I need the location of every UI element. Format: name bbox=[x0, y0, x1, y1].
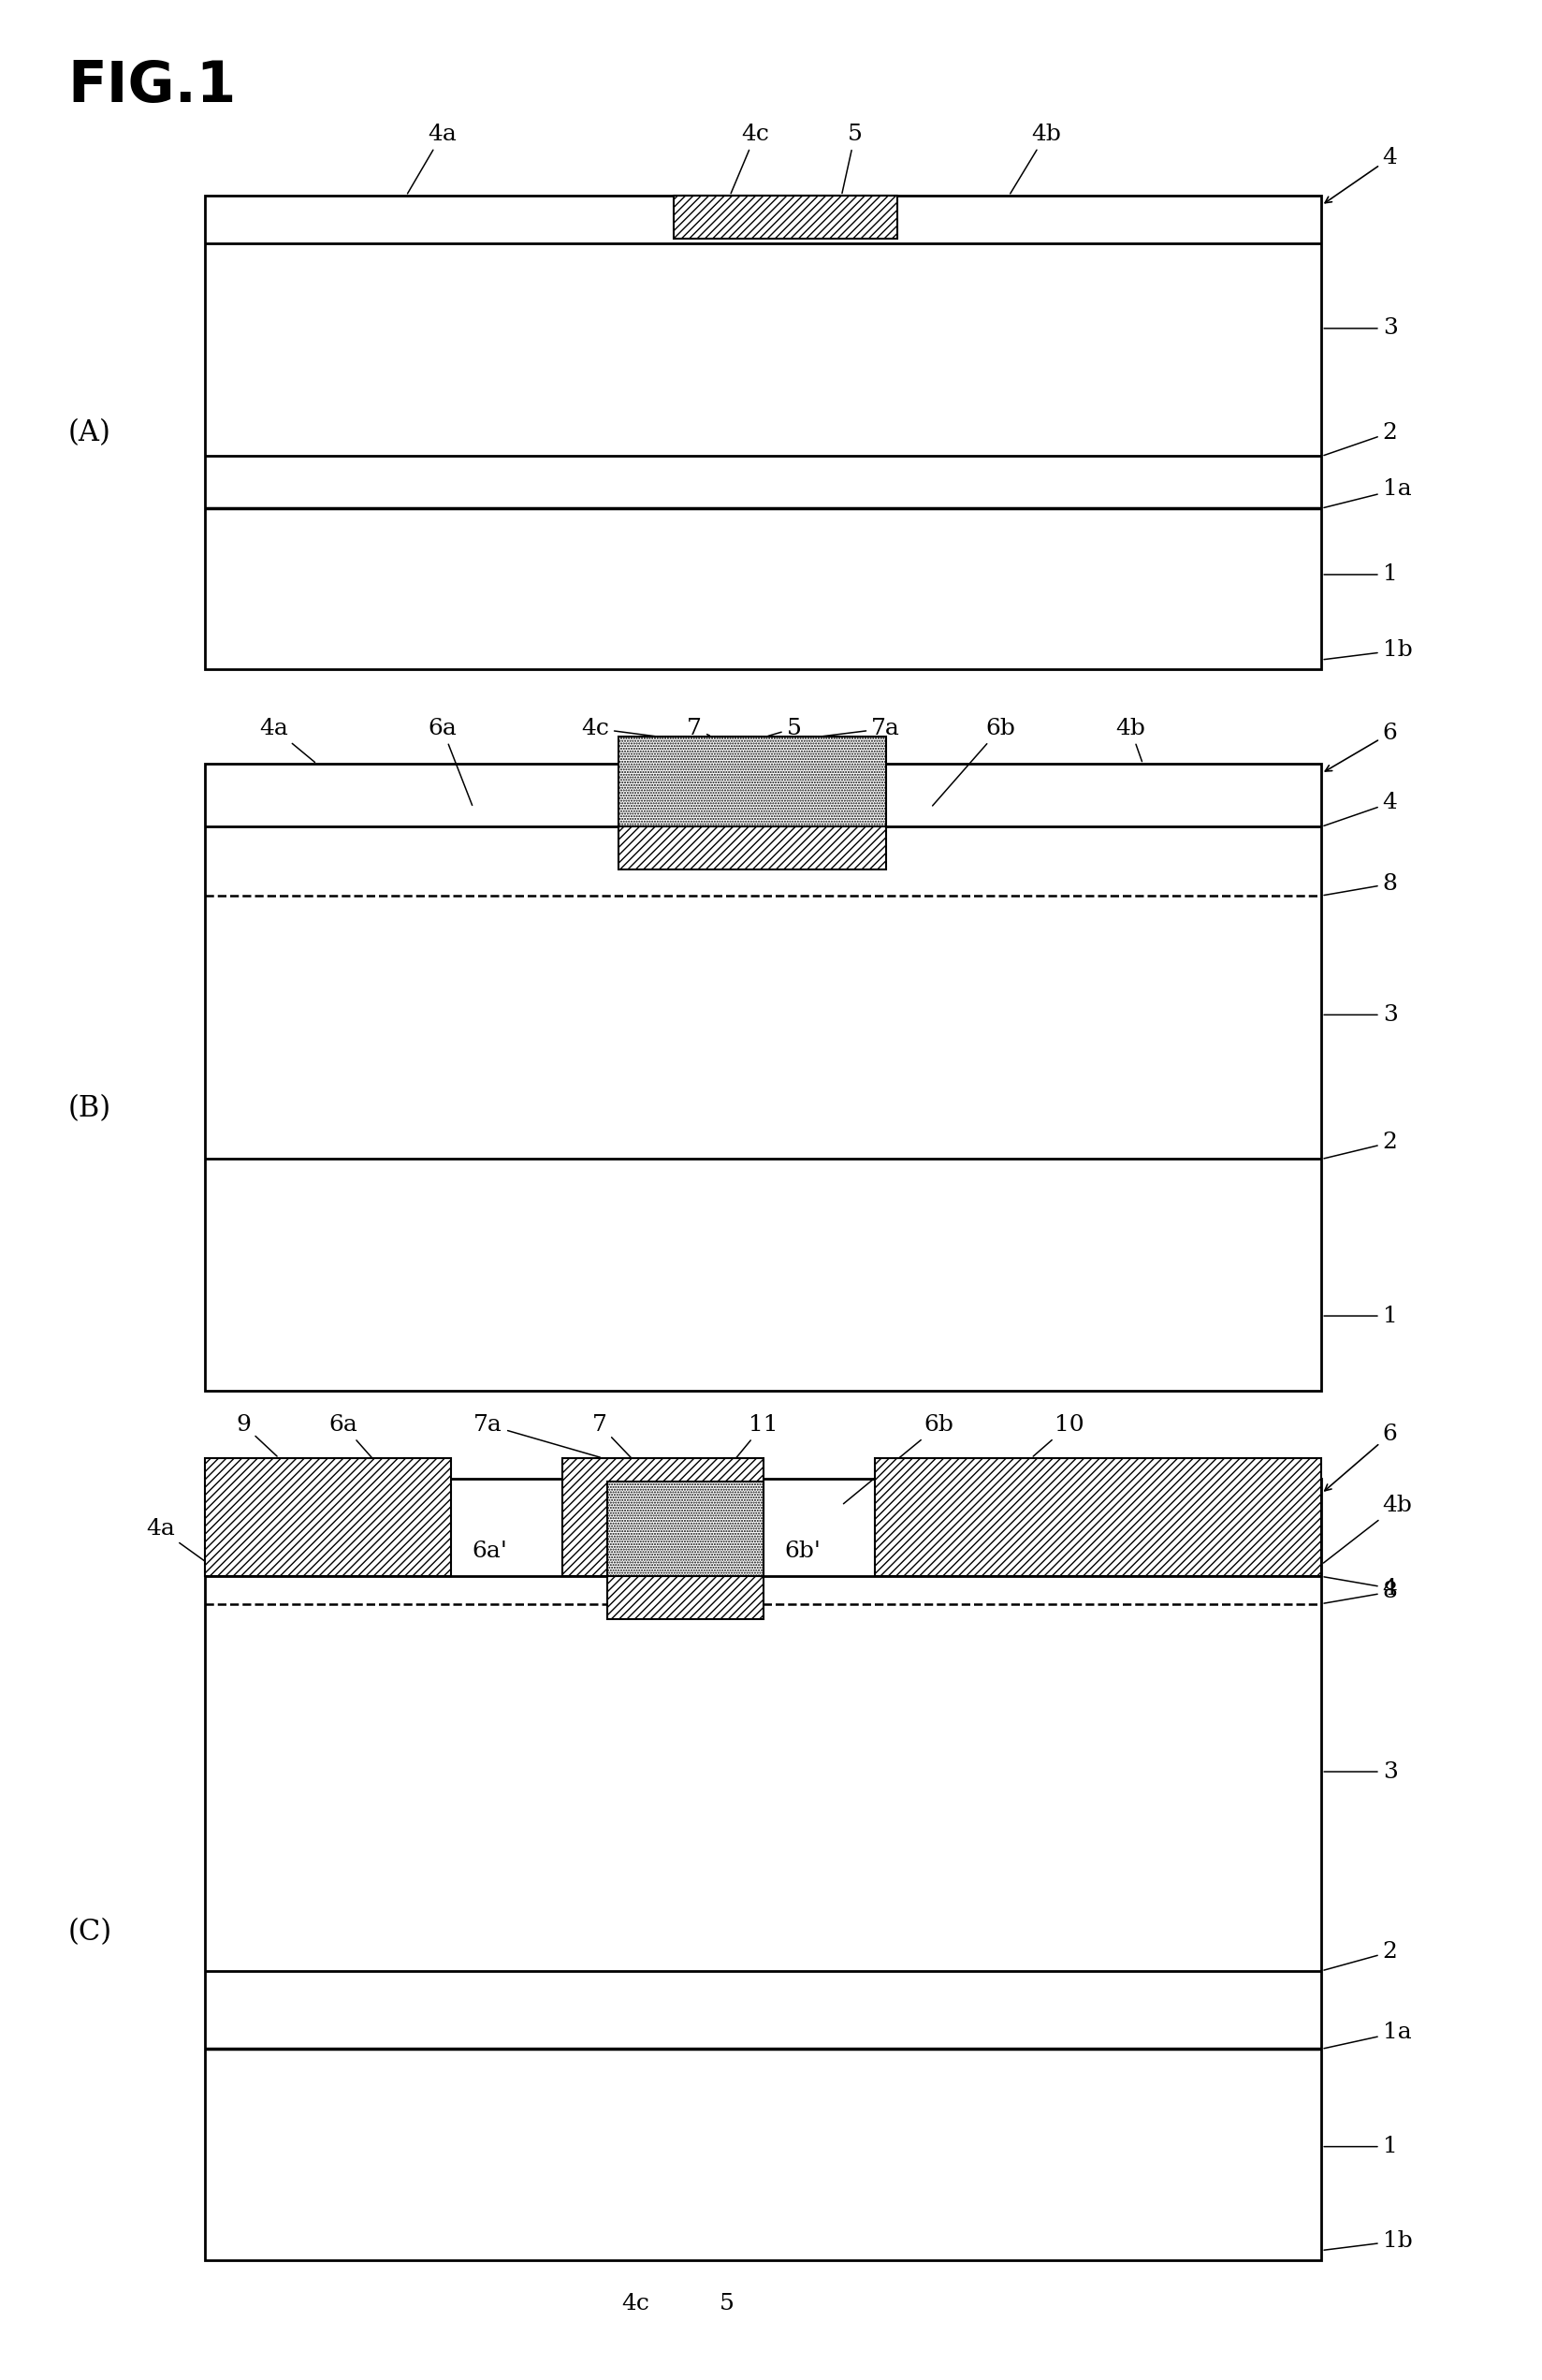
Text: 5: 5 bbox=[768, 719, 802, 740]
Text: 6b: 6b bbox=[933, 719, 1015, 807]
Text: 2: 2 bbox=[1325, 1942, 1397, 1971]
Text: 8: 8 bbox=[1325, 873, 1397, 895]
Text: 5: 5 bbox=[842, 124, 862, 193]
Text: 4: 4 bbox=[1325, 793, 1397, 826]
Text: 5: 5 bbox=[720, 2292, 734, 2313]
Bar bbox=[563, 1459, 763, 1576]
Bar bbox=[205, 1478, 1321, 2261]
Text: 4a: 4a bbox=[146, 1518, 211, 1566]
Text: 3: 3 bbox=[1325, 1761, 1397, 1783]
Text: 6a: 6a bbox=[427, 719, 472, 804]
Text: (B): (B) bbox=[68, 1095, 111, 1123]
Text: 1: 1 bbox=[1325, 2135, 1397, 2156]
Text: 4b: 4b bbox=[1323, 1495, 1412, 1564]
Bar bbox=[674, 195, 897, 238]
Text: 6a': 6a' bbox=[472, 1540, 507, 1561]
Text: 4b: 4b bbox=[1010, 124, 1061, 193]
Text: 6b': 6b' bbox=[785, 1540, 820, 1561]
Bar bbox=[205, 764, 1321, 1392]
Text: 3: 3 bbox=[1325, 317, 1397, 340]
Text: 7a: 7a bbox=[473, 1414, 600, 1457]
Bar bbox=[618, 826, 887, 869]
Text: 11: 11 bbox=[719, 1414, 779, 1480]
Bar bbox=[608, 1576, 763, 1618]
Text: 4a: 4a bbox=[407, 124, 456, 193]
Bar bbox=[608, 1483, 763, 1576]
Text: 4b: 4b bbox=[1115, 719, 1146, 762]
Text: 7: 7 bbox=[592, 1414, 652, 1480]
Text: FIG.1: FIG.1 bbox=[68, 60, 236, 114]
Text: 4: 4 bbox=[1325, 1578, 1397, 1599]
Text: 4a: 4a bbox=[259, 719, 315, 762]
Text: 1b: 1b bbox=[1325, 2230, 1412, 2251]
Text: 8: 8 bbox=[1325, 1580, 1397, 1604]
Text: 6: 6 bbox=[1325, 724, 1397, 771]
Text: 4c: 4c bbox=[621, 2292, 649, 2313]
Text: 4c: 4c bbox=[731, 124, 769, 193]
Text: 1a: 1a bbox=[1325, 2021, 1411, 2049]
Text: 4: 4 bbox=[1325, 148, 1397, 202]
Text: 6: 6 bbox=[1325, 1423, 1397, 1490]
Text: 6a: 6a bbox=[328, 1414, 412, 1504]
Text: 10: 10 bbox=[1033, 1414, 1084, 1457]
Bar bbox=[874, 1459, 1321, 1576]
Text: (A): (A) bbox=[68, 419, 111, 447]
Bar bbox=[205, 195, 1321, 669]
Text: 2: 2 bbox=[1325, 421, 1397, 455]
Text: 1: 1 bbox=[1325, 564, 1397, 585]
Text: 2: 2 bbox=[1325, 1133, 1397, 1159]
Text: 4c: 4c bbox=[581, 719, 655, 740]
Text: (C): (C) bbox=[68, 1918, 111, 1947]
Text: 3: 3 bbox=[1325, 1004, 1397, 1026]
Text: 1b: 1b bbox=[1325, 640, 1412, 662]
Text: 1a: 1a bbox=[1325, 478, 1411, 507]
Text: 7a: 7a bbox=[822, 719, 901, 740]
Text: 1: 1 bbox=[1325, 1304, 1397, 1326]
Text: 6b: 6b bbox=[843, 1414, 954, 1504]
Text: 9: 9 bbox=[236, 1414, 278, 1457]
Text: 7: 7 bbox=[688, 719, 709, 740]
Bar bbox=[205, 1459, 450, 1576]
Bar bbox=[618, 738, 887, 826]
